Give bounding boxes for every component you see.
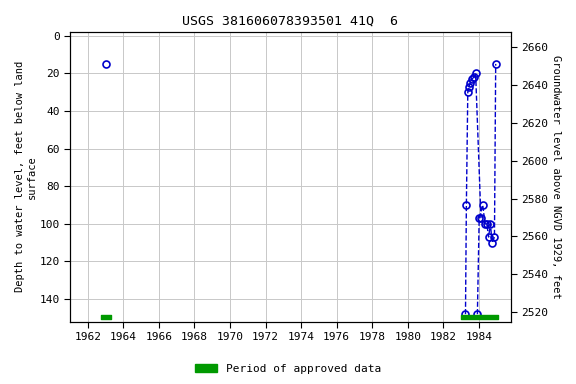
Legend: Period of approved data: Period of approved data xyxy=(191,359,385,379)
Y-axis label: Groundwater level above NGVD 1929, feet: Groundwater level above NGVD 1929, feet xyxy=(551,55,561,299)
Title: USGS 381606078393501 41Q  6: USGS 381606078393501 41Q 6 xyxy=(183,15,399,28)
Y-axis label: Depth to water level, feet below land
surface: Depth to water level, feet below land su… xyxy=(15,61,37,293)
